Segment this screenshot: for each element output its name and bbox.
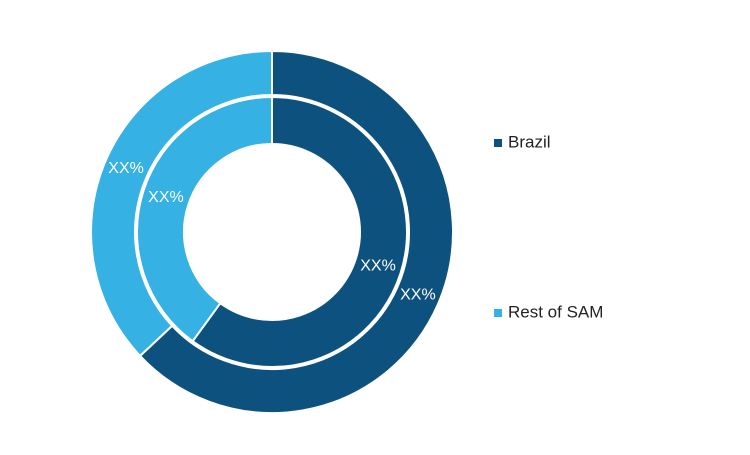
- donut-slice: [191, 95, 408, 368]
- data-label: XX%: [148, 189, 184, 206]
- data-label: XX%: [360, 258, 396, 275]
- legend-label: Rest of SAM: [508, 302, 603, 321]
- data-label: XX%: [400, 286, 436, 303]
- donut-slice: [90, 49, 273, 358]
- data-label: XX%: [108, 160, 144, 177]
- legend-swatch: [494, 309, 502, 317]
- legend-label: Brazil: [508, 132, 551, 151]
- donut-slice: [136, 95, 273, 343]
- legend-swatch: [494, 139, 502, 147]
- donut-slice: [138, 49, 454, 414]
